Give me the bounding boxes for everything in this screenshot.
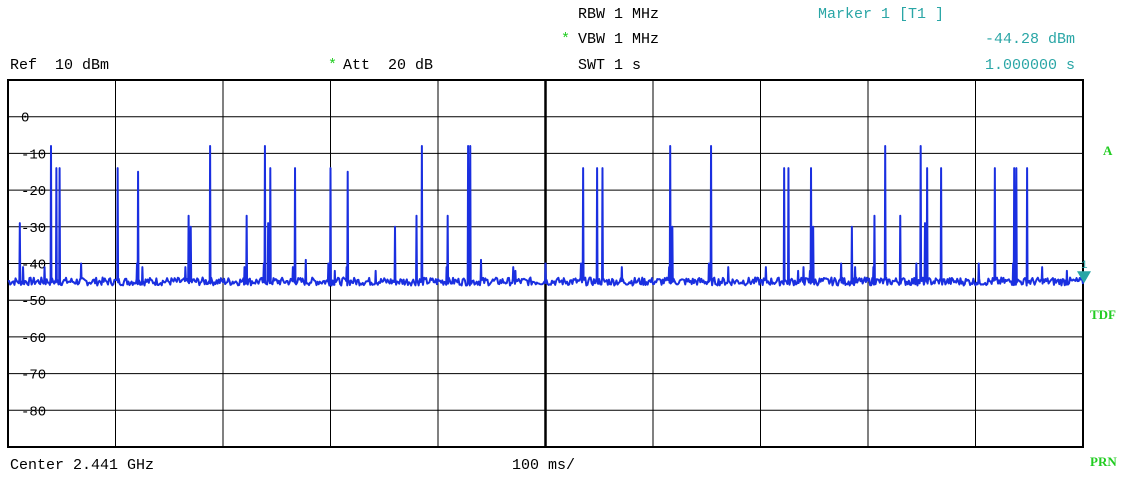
- marker-1-number: 1: [1081, 260, 1088, 272]
- rbw-readout: RBW 1 MHz: [578, 6, 660, 23]
- y-tick-label: -40: [21, 258, 46, 274]
- center-frequency: Center 2.441 GHz: [10, 457, 155, 474]
- sweep-time-readout: SWT 1 s: [578, 57, 642, 74]
- y-tick-label: -30: [21, 221, 46, 237]
- y-tick-label: -80: [21, 404, 46, 420]
- y-tick-label: -60: [21, 331, 46, 347]
- trace-a-label: A: [1103, 143, 1113, 158]
- y-tick-label: -50: [21, 294, 46, 310]
- att-modified-star: *: [328, 57, 338, 74]
- y-tick-labels: 0 -10 -20 -30 -40 -50 -60 -70 -80: [21, 111, 46, 421]
- time-per-division: 100 ms/: [512, 457, 576, 474]
- marker-time: 1.000000 s: [984, 57, 1075, 74]
- plot-grid: [7, 79, 1084, 448]
- y-tick-label: 0: [21, 111, 29, 127]
- marker-1-icon: [1077, 271, 1091, 284]
- ref-level-readout: Ref 10 dBm: [10, 57, 110, 74]
- prn-label: PRN: [1090, 454, 1117, 469]
- trace-layer: [7, 145, 1084, 287]
- marker-level: -44.28 dBm: [984, 31, 1075, 48]
- y-tick-label: -70: [21, 368, 46, 384]
- vbw-readout: VBW 1 MHz: [578, 31, 660, 48]
- tdf-label: TDF: [1090, 307, 1116, 322]
- marker-title: Marker 1 [T1 ]: [818, 6, 945, 23]
- vbw-modified-star: *: [561, 31, 571, 48]
- marker-layer: 1: [1077, 260, 1091, 284]
- y-tick-label: -10: [21, 147, 46, 163]
- y-tick-label: -20: [21, 184, 46, 200]
- attenuation-readout: Att 20 dB: [343, 57, 434, 74]
- trace-line: [7, 145, 1084, 287]
